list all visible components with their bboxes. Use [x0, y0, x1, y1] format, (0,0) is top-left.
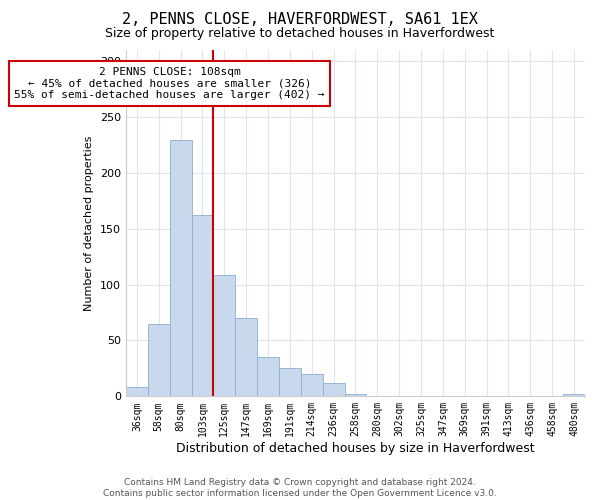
Bar: [301, 374, 323, 396]
Bar: [170, 140, 191, 396]
Bar: [279, 368, 301, 396]
Bar: [191, 216, 214, 396]
Bar: [214, 274, 235, 396]
Y-axis label: Number of detached properties: Number of detached properties: [85, 136, 94, 311]
Bar: [235, 318, 257, 396]
Bar: [257, 357, 279, 397]
Bar: [126, 388, 148, 396]
Bar: [563, 394, 585, 396]
Bar: [323, 383, 344, 396]
Bar: [344, 394, 367, 396]
Bar: [148, 324, 170, 396]
Text: 2, PENNS CLOSE, HAVERFORDWEST, SA61 1EX: 2, PENNS CLOSE, HAVERFORDWEST, SA61 1EX: [122, 12, 478, 28]
X-axis label: Distribution of detached houses by size in Haverfordwest: Distribution of detached houses by size …: [176, 442, 535, 455]
Text: 2 PENNS CLOSE: 108sqm
← 45% of detached houses are smaller (326)
55% of semi-det: 2 PENNS CLOSE: 108sqm ← 45% of detached …: [14, 67, 325, 100]
Text: Contains HM Land Registry data © Crown copyright and database right 2024.
Contai: Contains HM Land Registry data © Crown c…: [103, 478, 497, 498]
Text: Size of property relative to detached houses in Haverfordwest: Size of property relative to detached ho…: [106, 28, 494, 40]
